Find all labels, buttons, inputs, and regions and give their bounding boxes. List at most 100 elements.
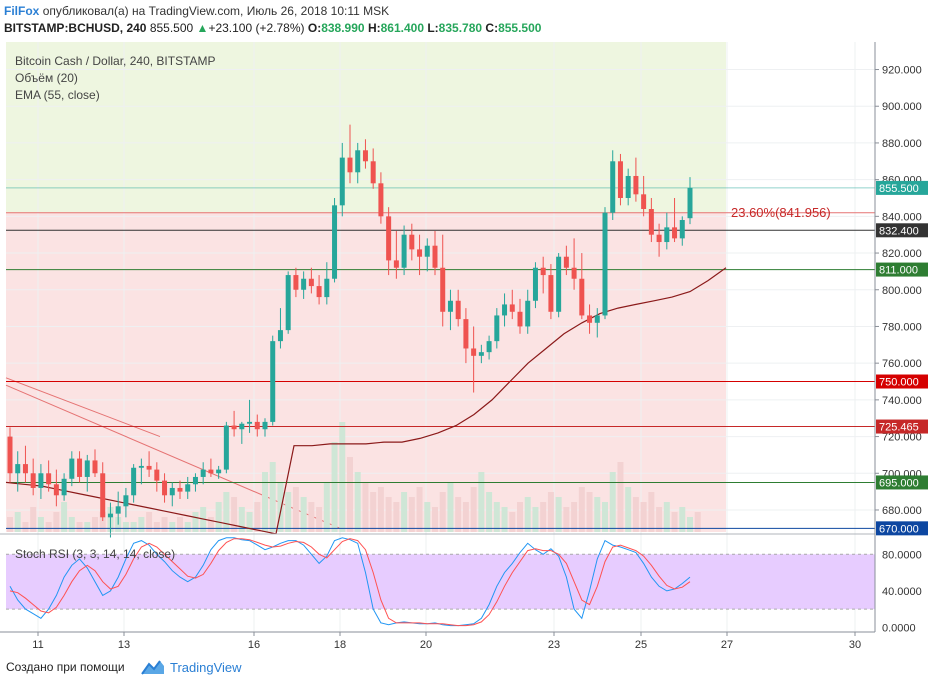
- author-name[interactable]: FilFox: [4, 4, 40, 18]
- candle[interactable]: [30, 458, 36, 496]
- candle[interactable]: [123, 487, 129, 518]
- candle[interactable]: [277, 308, 283, 349]
- candle[interactable]: [316, 275, 322, 305]
- candle[interactable]: [672, 197, 678, 243]
- candle[interactable]: [347, 124, 353, 184]
- candle[interactable]: [548, 264, 554, 320]
- candle[interactable]: [656, 223, 662, 257]
- candle[interactable]: [324, 262, 330, 305]
- candle[interactable]: [602, 207, 608, 320]
- candle[interactable]: [440, 234, 446, 327]
- candle[interactable]: [115, 491, 121, 525]
- candle[interactable]: [84, 454, 90, 492]
- candle[interactable]: [633, 157, 639, 202]
- candle[interactable]: [138, 458, 144, 485]
- candle[interactable]: [687, 177, 693, 225]
- candle[interactable]: [393, 231, 399, 279]
- candle[interactable]: [502, 293, 508, 327]
- candle[interactable]: [532, 262, 538, 309]
- tradingview-logo-icon[interactable]: [140, 658, 166, 676]
- candle[interactable]: [231, 410, 237, 437]
- candle[interactable]: [594, 308, 600, 338]
- candle[interactable]: [579, 253, 585, 320]
- price-pane[interactable]: 23.60%(841.956): [5, 42, 875, 632]
- candle[interactable]: [77, 451, 83, 483]
- candle[interactable]: [370, 148, 376, 189]
- candle[interactable]: [641, 175, 647, 217]
- candle[interactable]: [239, 421, 245, 444]
- candle[interactable]: [417, 234, 423, 276]
- candle[interactable]: [525, 289, 531, 334]
- candle[interactable]: [22, 445, 28, 483]
- time-tick-label: 16: [248, 639, 260, 651]
- volume-bar: [625, 487, 632, 532]
- candle[interactable]: [339, 142, 345, 217]
- candle[interactable]: [15, 451, 21, 492]
- candle[interactable]: [679, 216, 685, 246]
- time-axis[interactable]: 11 13 16 18 20 23 25 27 30: [0, 631, 875, 651]
- candle[interactable]: [424, 238, 430, 272]
- candle[interactable]: [308, 267, 314, 294]
- chart-canvas[interactable]: 23.60%(841.956) 680.000700.000720.000740…: [0, 42, 939, 656]
- candle[interactable]: [53, 469, 59, 507]
- candle[interactable]: [61, 473, 67, 501]
- candle[interactable]: [362, 139, 368, 169]
- candle[interactable]: [107, 502, 113, 538]
- candle[interactable]: [46, 460, 52, 492]
- candle[interactable]: [648, 197, 654, 243]
- candle[interactable]: [517, 298, 523, 334]
- candle[interactable]: [200, 462, 206, 485]
- candle[interactable]: [301, 271, 307, 299]
- candle[interactable]: [409, 223, 415, 261]
- candle[interactable]: [571, 238, 577, 290]
- candle[interactable]: [146, 451, 152, 477]
- candle[interactable]: [162, 473, 168, 503]
- candle[interactable]: [177, 480, 183, 499]
- candle[interactable]: [478, 344, 484, 364]
- candle[interactable]: [92, 449, 98, 477]
- candle[interactable]: [509, 289, 515, 320]
- candle[interactable]: [455, 289, 461, 327]
- price-axis[interactable]: 680.000700.000720.000740.000760.000780.0…: [874, 42, 928, 634]
- candle[interactable]: [38, 464, 44, 499]
- candle[interactable]: [401, 225, 407, 276]
- candle[interactable]: [216, 465, 222, 479]
- candle[interactable]: [100, 462, 106, 521]
- candle[interactable]: [154, 462, 160, 492]
- candle[interactable]: [447, 289, 453, 331]
- candle[interactable]: [169, 482, 175, 507]
- candle[interactable]: [664, 212, 670, 250]
- candle[interactable]: [386, 207, 392, 276]
- candle[interactable]: [463, 308, 469, 364]
- candle[interactable]: [587, 304, 593, 334]
- stoch-pane[interactable]: [0, 533, 875, 627]
- candle[interactable]: [185, 476, 191, 499]
- candle[interactable]: [610, 150, 616, 221]
- candle[interactable]: [262, 418, 268, 437]
- candle[interactable]: [223, 421, 229, 474]
- candle[interactable]: [270, 335, 276, 426]
- candle[interactable]: [69, 451, 75, 487]
- tradingview-link[interactable]: TradingView: [170, 660, 242, 675]
- candle[interactable]: [556, 253, 562, 318]
- candle[interactable]: [355, 142, 361, 184]
- candle[interactable]: [285, 271, 291, 334]
- candle[interactable]: [471, 326, 477, 393]
- candle[interactable]: [247, 399, 253, 433]
- candle[interactable]: [540, 256, 546, 294]
- candle[interactable]: [625, 168, 631, 206]
- candle[interactable]: [563, 245, 569, 276]
- candle[interactable]: [208, 458, 214, 477]
- candle[interactable]: [293, 267, 299, 298]
- candle[interactable]: [617, 153, 623, 206]
- candle[interactable]: [131, 464, 137, 503]
- candle[interactable]: [486, 335, 492, 360]
- candle[interactable]: [378, 172, 384, 224]
- candle[interactable]: [332, 197, 338, 283]
- candle[interactable]: [494, 308, 500, 349]
- candle[interactable]: [254, 414, 260, 437]
- candle[interactable]: [192, 473, 198, 492]
- candle[interactable]: [432, 231, 438, 276]
- volume-legend: Объём (20): [15, 71, 78, 85]
- candle[interactable]: [7, 427, 13, 483]
